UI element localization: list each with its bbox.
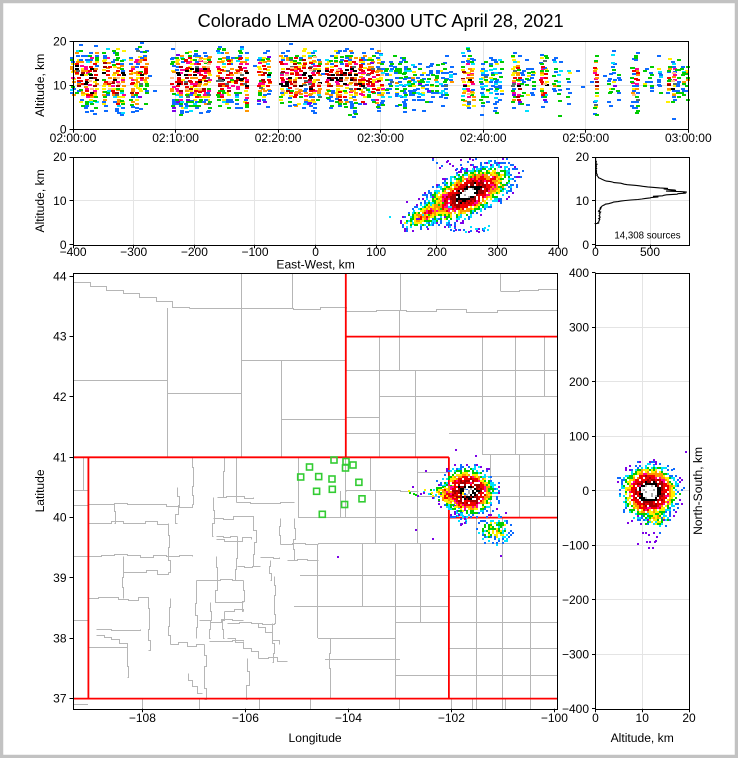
- svg-text:0: 0: [60, 238, 67, 252]
- svg-text:Altitude, km: Altitude, km: [33, 169, 47, 232]
- svg-text:42: 42: [53, 390, 67, 404]
- svg-text:−400: −400: [562, 702, 589, 716]
- svg-text:500: 500: [640, 245, 660, 259]
- svg-text:−200: −200: [181, 245, 208, 259]
- svg-text:−200: −200: [562, 593, 589, 607]
- svg-text:−400: −400: [60, 245, 87, 259]
- svg-text:20: 20: [576, 150, 590, 164]
- svg-text:0: 0: [312, 245, 319, 259]
- svg-text:02:00:00: 02:00:00: [50, 131, 97, 145]
- svg-text:40: 40: [53, 511, 67, 525]
- svg-text:300: 300: [487, 245, 507, 259]
- svg-text:20: 20: [53, 34, 67, 48]
- svg-text:Colorado LMA 0200-0300 UTC Apr: Colorado LMA 0200-0300 UTC April 28, 202…: [198, 11, 564, 31]
- svg-text:44: 44: [53, 269, 67, 283]
- svg-text:−106: −106: [232, 711, 259, 725]
- svg-text:Longitude: Longitude: [289, 731, 342, 745]
- svg-text:20: 20: [53, 150, 67, 164]
- svg-text:0: 0: [592, 245, 599, 259]
- svg-text:41: 41: [53, 450, 67, 464]
- svg-text:−108: −108: [129, 711, 156, 725]
- svg-text:0: 0: [592, 711, 599, 725]
- svg-text:43: 43: [53, 330, 67, 344]
- svg-text:300: 300: [569, 321, 589, 335]
- svg-text:100: 100: [366, 245, 386, 259]
- svg-text:02:20:00: 02:20:00: [255, 131, 302, 145]
- svg-text:−100: −100: [541, 711, 568, 725]
- svg-text:0: 0: [60, 122, 67, 136]
- svg-text:03:00:00: 03:00:00: [665, 131, 712, 145]
- svg-text:East-West, km: East-West, km: [276, 258, 354, 272]
- svg-text:−104: −104: [335, 711, 362, 725]
- svg-text:02:50:00: 02:50:00: [562, 131, 609, 145]
- svg-text:Altitude, km: Altitude, km: [33, 54, 47, 117]
- svg-text:200: 200: [427, 245, 447, 259]
- svg-text:10: 10: [53, 194, 67, 208]
- svg-text:02:30:00: 02:30:00: [357, 131, 404, 145]
- svg-text:−300: −300: [120, 245, 147, 259]
- svg-text:39: 39: [53, 571, 67, 585]
- svg-text:02:10:00: 02:10:00: [152, 131, 199, 145]
- svg-text:10: 10: [53, 78, 67, 92]
- svg-text:10: 10: [576, 194, 590, 208]
- svg-text:100: 100: [569, 429, 589, 443]
- svg-text:Altitude, km: Altitude, km: [611, 731, 674, 745]
- svg-text:20: 20: [682, 711, 696, 725]
- svg-text:−300: −300: [562, 647, 589, 661]
- svg-text:−102: −102: [438, 711, 465, 725]
- svg-text:−100: −100: [241, 245, 268, 259]
- svg-text:−100: −100: [562, 538, 589, 552]
- svg-text:38: 38: [53, 631, 67, 645]
- svg-text:0: 0: [582, 238, 589, 252]
- svg-text:0: 0: [582, 484, 589, 498]
- svg-text:10: 10: [636, 711, 650, 725]
- svg-text:North-South, km: North-South, km: [691, 447, 705, 535]
- svg-text:14,308 sources: 14,308 sources: [614, 231, 680, 242]
- svg-text:37: 37: [53, 692, 67, 706]
- svg-text:02:40:00: 02:40:00: [460, 131, 507, 145]
- svg-text:Latitude: Latitude: [33, 469, 47, 512]
- svg-text:400: 400: [548, 245, 568, 259]
- svg-text:400: 400: [569, 266, 589, 280]
- svg-text:200: 200: [569, 375, 589, 389]
